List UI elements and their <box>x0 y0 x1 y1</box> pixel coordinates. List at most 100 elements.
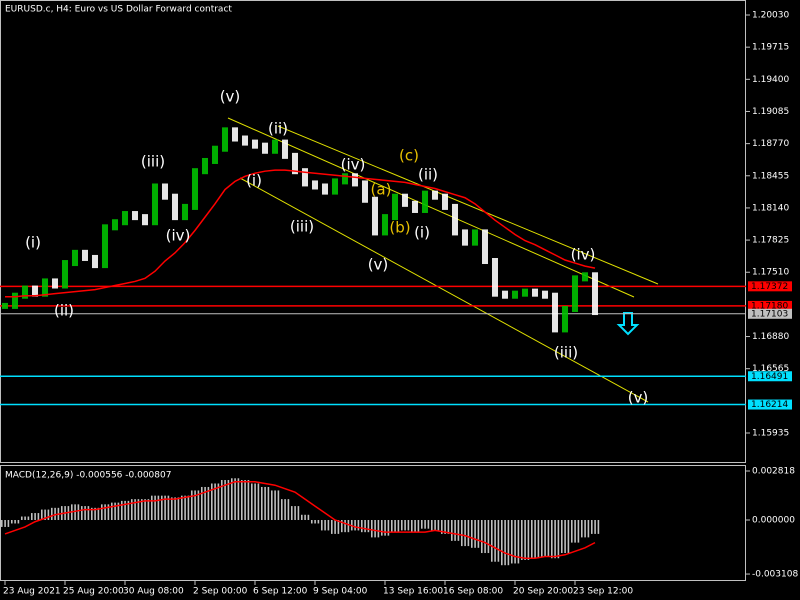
macd-bar <box>354 520 356 531</box>
macd-bar <box>371 520 373 538</box>
macd-bar <box>77 504 80 521</box>
macd-bar <box>317 520 320 524</box>
macd-bar <box>214 483 216 521</box>
wave-label: (ii) <box>54 302 74 320</box>
macd-bar <box>361 520 363 533</box>
wave-label: (iv) <box>341 156 366 174</box>
macd-bar <box>237 478 240 521</box>
candle <box>212 145 218 164</box>
macd-bar <box>531 520 533 559</box>
y-tick-label: 1.17825 <box>752 236 789 246</box>
macd-bar <box>267 486 270 521</box>
candle <box>22 285 28 299</box>
macd-bar <box>134 499 136 521</box>
macd-bar <box>401 520 403 531</box>
wave-label: (a) <box>371 181 392 199</box>
macd-bar <box>571 520 573 543</box>
candle <box>262 142 268 154</box>
macd-bar <box>551 520 553 559</box>
candle <box>522 288 528 297</box>
macd-bar <box>184 495 186 521</box>
macd-bar <box>101 504 103 521</box>
y-tick-label: 1.16565 <box>752 364 789 374</box>
channel-bottom <box>239 177 649 403</box>
candle <box>12 292 18 309</box>
macd-bar <box>581 520 583 538</box>
macd-bar <box>271 490 273 521</box>
candle <box>422 190 428 213</box>
macd-bar <box>367 520 370 533</box>
macd-bar <box>274 490 276 521</box>
candle <box>432 190 438 200</box>
macd-bar <box>491 520 493 562</box>
macd-bar <box>427 520 430 529</box>
candle <box>52 278 58 289</box>
macd-bar <box>504 520 506 566</box>
macd-bar <box>461 520 463 547</box>
macd-bar <box>524 520 526 560</box>
macd-bar <box>344 520 346 533</box>
macd-bar <box>534 520 536 559</box>
wave-label: (ii) <box>268 120 288 138</box>
macd-bar <box>414 520 416 533</box>
x-tick-label: 25 Aug 20:00 <box>63 587 124 597</box>
macd-bar <box>47 509 50 521</box>
macd-bar <box>417 520 420 533</box>
macd-bar <box>337 520 340 534</box>
macd-bar <box>174 497 176 521</box>
y-tick-label: 1.18770 <box>752 139 789 149</box>
candle <box>112 219 118 231</box>
macd-bar <box>167 495 170 521</box>
macd-bar <box>587 520 590 538</box>
candle <box>532 288 538 297</box>
macd-bar <box>7 520 10 527</box>
macd-bar <box>567 520 570 554</box>
macd-bar <box>1 520 3 527</box>
macd-bar <box>221 480 223 521</box>
wave-label: (i) <box>246 172 262 190</box>
macd-bar <box>187 495 190 521</box>
wave-label: (i) <box>25 234 41 252</box>
macd-bar <box>107 504 110 521</box>
macd-bar <box>201 486 203 521</box>
candle <box>62 260 68 289</box>
macd-bar <box>74 504 76 521</box>
y-tick-label: 1.17510 <box>752 268 789 278</box>
macd-bar <box>501 520 503 566</box>
macd-bar <box>27 516 30 521</box>
macd-bar <box>347 520 350 533</box>
macd-bar <box>564 520 566 554</box>
macd-bar <box>224 480 226 521</box>
candle <box>92 254 98 269</box>
macd-bar <box>34 513 36 521</box>
candle <box>482 229 488 265</box>
macd-bar <box>264 486 266 521</box>
macd-bar <box>547 520 550 557</box>
macd-bar <box>421 520 423 529</box>
macd-bar <box>307 514 310 521</box>
macd-bar <box>294 506 296 521</box>
macd-bar <box>591 520 593 534</box>
candle <box>132 211 138 221</box>
candle <box>452 203 458 236</box>
y-tick-label: 1.19715 <box>752 43 789 53</box>
macd-bar <box>234 478 236 521</box>
macd-y-tick-label: 0.002818 <box>752 467 795 477</box>
macd-bar <box>431 520 433 531</box>
price-level-label: 1.17180 <box>751 301 788 311</box>
macd-bar <box>384 520 386 536</box>
macd-frame <box>0 465 746 581</box>
macd-bar <box>387 520 390 536</box>
macd-bar <box>514 520 516 564</box>
macd-label: MACD(12,26,9) -0.000556 -0.000807 <box>5 471 171 481</box>
candle <box>542 290 548 299</box>
x-tick-label: 16 Sep 08:00 <box>443 587 503 597</box>
macd-bar <box>507 520 510 566</box>
x-tick-label: 20 Sep 20:00 <box>513 587 573 597</box>
candle <box>182 203 188 221</box>
candle <box>322 183 328 195</box>
macd-bar <box>244 480 246 521</box>
price-level-label: 1.17103 <box>751 309 788 319</box>
y-tick-label: 1.16880 <box>752 332 789 342</box>
